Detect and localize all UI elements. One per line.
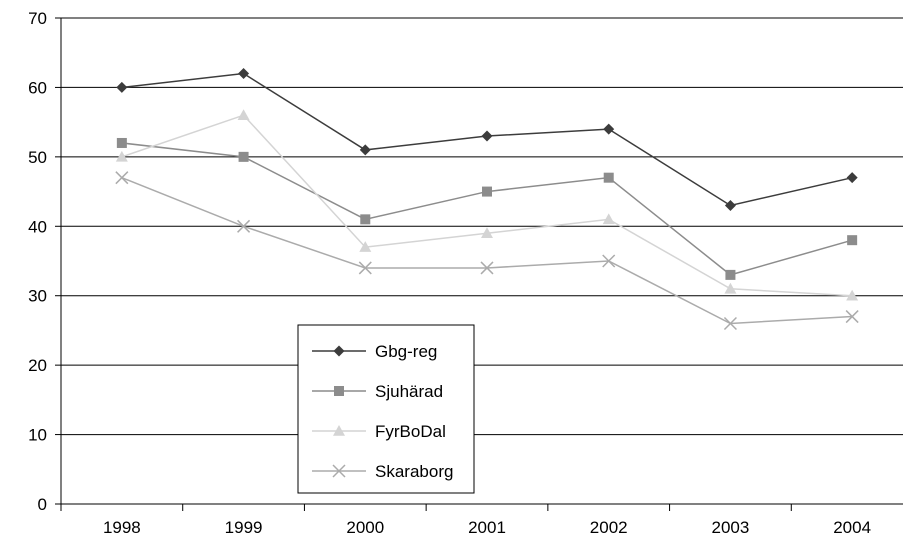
series-fyrbodal [115,109,859,301]
y-tick-label: 40 [28,217,47,236]
x-tick-label: 2004 [833,518,871,537]
legend-item-gbg-reg: Gbg-reg [312,342,437,361]
data-point-sjuh-rad [725,269,736,280]
series-sjuh-rad [116,137,858,280]
data-point-skaraborg [237,219,251,233]
legend-marker-gbg-reg [333,345,345,357]
data-point-gbg-reg [116,81,128,93]
legend-item-fyrbodal: FyrBoDal [312,422,446,441]
y-tick-label: 0 [38,495,47,514]
axes: 0 10 20 30 40 50 60 70 1998 1999 2000 2001 2002 2003 2… [28,9,903,537]
y-tick-label: 20 [28,356,47,375]
data-point-sjuh-rad [116,137,127,148]
x-tick-label: 2000 [346,518,384,537]
data-point-fyrbodal [602,213,615,225]
data-point-gbg-reg [238,68,250,80]
legend-label: Sjuhärad [375,382,443,401]
data-point-sjuh-rad [360,214,371,225]
legend-marker-fyrbodal [333,425,345,436]
series-gbg-reg [116,68,858,211]
data-point-fyrbodal [359,241,372,252]
data-point-gbg-reg [846,172,858,184]
data-point-skaraborg [845,310,859,324]
gridlines [61,17,903,436]
x-tick-label: 2002 [590,518,628,537]
legend-marker-skaraborg [332,464,346,478]
legend-item-skaraborg: Skaraborg [312,462,453,481]
y-tick-label: 50 [28,148,47,167]
legend-marker-sjuh-rad [334,386,344,396]
x-tick-label: 1998 [103,518,141,537]
data-point-skaraborg [358,261,372,275]
x-tick-label: 1999 [225,518,263,537]
series-line-skaraborg [121,176,853,325]
data-point-sjuh-rad [238,151,249,162]
legend-label: Gbg-reg [375,342,437,361]
data-point-gbg-reg [359,144,371,156]
data-point-sjuh-rad [482,186,492,197]
y-tick-label: 10 [28,426,47,445]
data-point-gbg-reg [603,123,615,135]
y-tick-label: 60 [28,78,47,97]
data-point-fyrbodal [846,289,859,301]
legend-label: FyrBoDal [375,422,446,441]
data-point-fyrbodal [115,150,128,162]
x-tick-label: 2003 [712,518,750,537]
legend-item-sjuh-rad: Sjuhärad [312,382,443,401]
data-point-sjuh-rad [603,172,614,183]
data-point-skaraborg [480,261,494,275]
data-point-gbg-reg [481,130,493,142]
y-tick-label: 30 [28,287,47,306]
series-skaraborg [115,171,859,331]
legend: Gbg-reg Sjuhärad FyrBoDal Skaraborg [297,324,475,494]
legend-label: Skaraborg [375,462,453,481]
series-layer [115,68,859,331]
x-tick-label: 2001 [468,518,506,537]
legend-box [297,324,475,494]
data-point-skaraborg [115,171,129,185]
data-point-skaraborg [602,254,616,268]
y-tick-label: 70 [28,9,47,28]
data-point-fyrbodal [237,109,250,120]
data-point-gbg-reg [724,199,736,211]
series-line-sjuh-rad [121,142,853,276]
data-point-sjuh-rad [847,235,858,246]
data-point-fyrbodal [481,227,493,239]
data-point-skaraborg [723,316,737,331]
data-point-fyrbodal [724,282,737,294]
